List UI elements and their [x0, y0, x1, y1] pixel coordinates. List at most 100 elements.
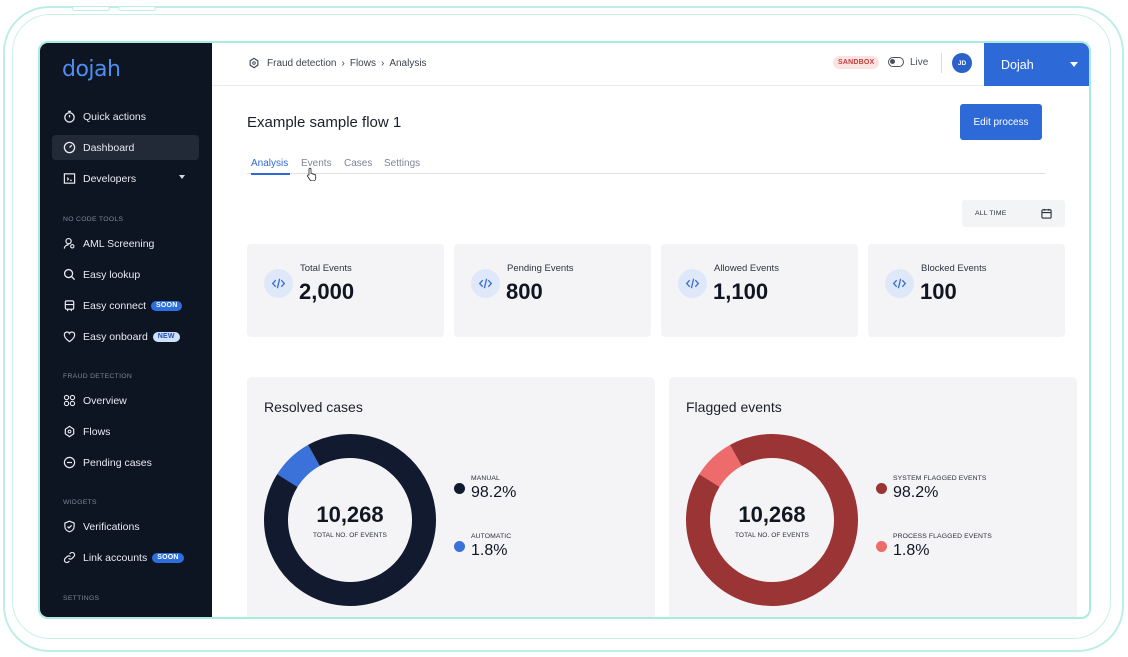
tab-analysis[interactable]: Analysis: [251, 158, 291, 175]
date-range-label: ALL TIME: [975, 210, 1007, 217]
code-icon: [678, 269, 707, 298]
total-events-value: 10,268: [738, 501, 806, 527]
sidebar-item-label: Developers: [83, 172, 137, 185]
search-icon: [63, 268, 76, 281]
sidebar-item-label: Quick actions: [83, 110, 147, 123]
top-bar: Fraud detection › Flows › Analysis SANDB…: [212, 43, 1089, 86]
chevron-down-icon: [1070, 62, 1078, 67]
shield-check-icon: [63, 520, 76, 533]
legend-dot: [454, 541, 465, 552]
legend-name: PROCESS FLAGGED EVENTS: [893, 533, 992, 540]
code-icon: [885, 269, 914, 298]
grid-icon: [63, 394, 76, 407]
breadcrumb-analysis: Analysis: [389, 57, 427, 69]
settings-icon: [63, 616, 76, 617]
section-label-settings: SETTINGS: [63, 595, 100, 602]
chevron-down-icon[interactable]: [179, 175, 185, 179]
card-title: Flagged events: [686, 399, 782, 415]
stat-value: 1,100: [713, 279, 769, 304]
sidebar-item-aml-screening[interactable]: AML Screening: [52, 231, 199, 256]
sidebar-item-label: Easy onboard: [83, 330, 148, 343]
sandbox-badge: SANDBOX: [833, 56, 880, 69]
sidebar-item-link-accounts[interactable]: Link accounts SOON: [52, 545, 199, 570]
main-content: Example sample flow 1 Edit process Analy…: [212, 86, 1089, 617]
card-title: Resolved cases: [264, 399, 363, 415]
edit-process-button[interactable]: Edit process: [960, 104, 1042, 140]
donut-center: 10,268 TOTAL NO. OF EVENTS: [685, 433, 859, 607]
stat-value: 2,000: [299, 279, 355, 304]
breadcrumb-separator: ›: [341, 57, 345, 69]
legend-dot: [876, 541, 887, 552]
stat-value: 100: [920, 279, 957, 304]
resolved-cases-donut: [263, 434, 436, 606]
breadcrumb-separator: ›: [380, 57, 385, 69]
app-screen: dojah Quick actions Dashboard Developers…: [38, 41, 1091, 619]
sidebar-item-label: Easy lookup: [83, 268, 141, 281]
sidebar-item-label: AML Screening: [83, 237, 155, 250]
sidebar-item-label: Verifications: [83, 520, 140, 533]
sidebar-item-verifications[interactable]: Verifications: [52, 514, 199, 539]
device-button: [72, 6, 110, 11]
stat-card-blocked-events: Blocked Events 100: [868, 244, 1065, 337]
stat-value: 800: [506, 279, 543, 304]
flows-icon: [249, 57, 259, 69]
sidebar-item-dashboard[interactable]: Dashboard: [52, 135, 199, 160]
breadcrumb-flows[interactable]: Flows: [349, 57, 376, 69]
soon-badge: SOON: [151, 300, 183, 311]
code-icon: [471, 269, 500, 298]
org-switcher-button[interactable]: Dojah: [984, 43, 1089, 86]
sidebar-item-easy-onboard[interactable]: Easy onboard NEW: [52, 324, 199, 349]
device-frame: [3, 6, 1124, 652]
legend-name: SYSTEM FLAGGED EVENTS: [893, 475, 987, 482]
total-events-value: 10,268: [316, 501, 384, 527]
sidebar: dojah Quick actions Dashboard Developers…: [40, 43, 212, 617]
legend-dot: [876, 483, 887, 494]
tab-bar: Analysis Events Cases Settings: [247, 156, 1045, 175]
stat-label: Blocked Events: [921, 263, 987, 274]
total-events-label: TOTAL NO. OF EVENTS: [312, 531, 387, 539]
breadcrumb-fraud-detection[interactable]: Fraud detection: [267, 57, 337, 69]
code-window-icon: [63, 172, 76, 185]
tab-cases[interactable]: Cases: [344, 158, 373, 169]
heart-handshake-icon: [63, 330, 76, 343]
device-button: [118, 6, 156, 11]
stopwatch-icon: [63, 110, 76, 123]
live-toggle[interactable]: [888, 57, 904, 67]
sidebar-item-label: Easy connect: [83, 299, 147, 312]
flagged-events-donut: [686, 434, 858, 606]
divider: [941, 53, 942, 73]
donut-center: 10,268 TOTAL NO. OF EVENTS: [263, 433, 437, 607]
live-label: Live: [910, 57, 929, 68]
sidebar-item-label: Overview: [83, 394, 127, 407]
org-name: Dojah: [1001, 57, 1034, 72]
sidebar-item-easy-connect[interactable]: Easy connect SOON: [52, 293, 199, 318]
avatar[interactable]: JD: [952, 53, 972, 73]
tab-events[interactable]: Events: [301, 158, 332, 169]
section-label-fraud-detection: FRAUD DETECTION: [63, 373, 133, 380]
stat-card-total-events: Total Events 2,000: [247, 244, 444, 337]
sidebar-item-label: Dashboard: [83, 141, 135, 154]
soon-badge: SOON: [152, 552, 184, 563]
sidebar-item-overview[interactable]: Overview: [52, 388, 199, 413]
date-range-filter[interactable]: ALL TIME: [962, 200, 1065, 227]
legend-value: 98.2%: [471, 484, 517, 501]
total-events-label: TOTAL NO. OF EVENTS: [734, 531, 809, 539]
sidebar-item-pending-cases[interactable]: Pending cases: [52, 450, 199, 475]
tab-settings[interactable]: Settings: [384, 158, 421, 169]
calendar-icon: [1041, 208, 1052, 219]
breadcrumb: Fraud detection › Flows › Analysis: [248, 57, 427, 69]
sidebar-item-developers[interactable]: Developers: [52, 166, 199, 191]
gauge-icon: [63, 141, 76, 154]
legend-value: 1.8%: [893, 542, 930, 559]
bank-icon: [63, 299, 76, 312]
sidebar-item-quick-actions[interactable]: Quick actions: [52, 104, 199, 129]
link-icon: [63, 551, 76, 564]
stat-card-pending-events: Pending Events 800: [454, 244, 651, 337]
legend-name: MANUAL: [471, 475, 500, 482]
sidebar-item-label: Pending cases: [83, 456, 152, 469]
sidebar-item-easy-lookup[interactable]: Easy lookup: [52, 262, 199, 287]
sidebar-item-flows[interactable]: Flows: [52, 419, 199, 444]
sidebar-item-cutoff[interactable]: [52, 610, 199, 617]
dojah-logo[interactable]: dojah: [62, 57, 121, 82]
page-title: Example sample flow 1: [247, 114, 402, 131]
